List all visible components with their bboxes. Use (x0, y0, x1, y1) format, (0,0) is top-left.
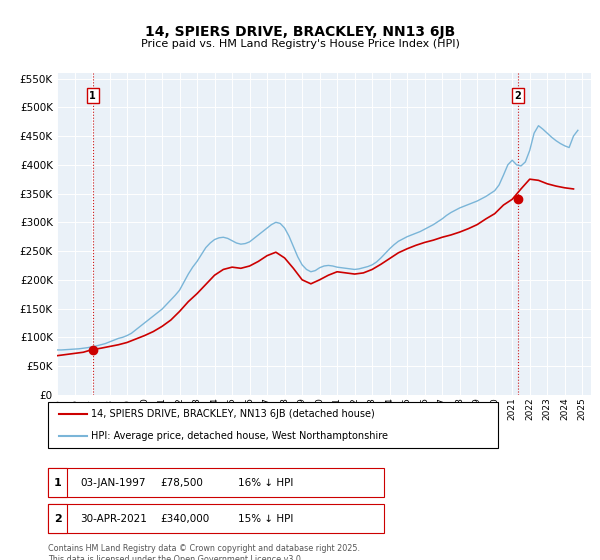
Text: 14, SPIERS DRIVE, BRACKLEY, NN13 6JB (detached house): 14, SPIERS DRIVE, BRACKLEY, NN13 6JB (de… (91, 409, 375, 419)
Text: 30-APR-2021: 30-APR-2021 (80, 514, 147, 524)
Text: 2: 2 (54, 514, 61, 524)
Text: £340,000: £340,000 (160, 514, 209, 524)
Text: 14, SPIERS DRIVE, BRACKLEY, NN13 6JB: 14, SPIERS DRIVE, BRACKLEY, NN13 6JB (145, 25, 455, 39)
Text: £78,500: £78,500 (160, 478, 203, 488)
Text: 15% ↓ HPI: 15% ↓ HPI (238, 514, 293, 524)
Text: 03-JAN-1997: 03-JAN-1997 (80, 478, 146, 488)
Text: 1: 1 (89, 91, 96, 101)
Text: Contains HM Land Registry data © Crown copyright and database right 2025.
This d: Contains HM Land Registry data © Crown c… (48, 544, 360, 560)
Text: Price paid vs. HM Land Registry's House Price Index (HPI): Price paid vs. HM Land Registry's House … (140, 39, 460, 49)
Text: 16% ↓ HPI: 16% ↓ HPI (238, 478, 293, 488)
Text: 2: 2 (515, 91, 521, 101)
Text: 1: 1 (54, 478, 61, 488)
Text: HPI: Average price, detached house, West Northamptonshire: HPI: Average price, detached house, West… (91, 431, 388, 441)
